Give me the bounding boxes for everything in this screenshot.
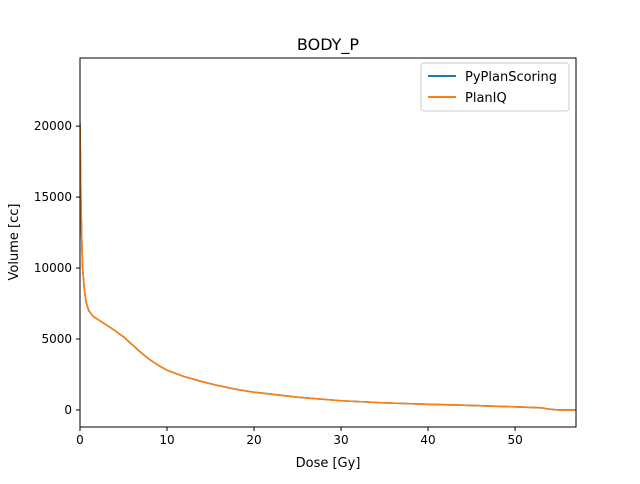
x-axis-label: Dose [Gy] (296, 456, 361, 471)
x-tick-label: 40 (420, 433, 435, 447)
legend: PyPlanScoring PlanIQ (420, 62, 570, 112)
y-tick-label: 5000 (41, 332, 72, 346)
y-tick-label: 0 (64, 403, 72, 417)
legend-label-planiq: PlanIQ (465, 91, 507, 106)
legend-label-pyplanscoring: PyPlanScoring (465, 70, 557, 85)
series-layer (80, 123, 576, 411)
x-tick-label: 10 (159, 433, 174, 447)
series-line-planiq (80, 124, 576, 411)
chart-title: BODY_P (297, 35, 360, 55)
y-tick-label: 10000 (34, 261, 72, 275)
x-tick-label: 50 (507, 433, 522, 447)
y-axis-label: Volume [cc] (7, 204, 22, 281)
x-axis-ticks: 0 10 20 30 40 50 (76, 427, 523, 447)
x-tick-label: 20 (246, 433, 261, 447)
plot-frame (79, 57, 577, 428)
x-tick-label: 0 (76, 433, 84, 447)
y-tick-label: 15000 (34, 190, 72, 204)
y-tick-label: 20000 (34, 119, 72, 133)
legend-box (420, 62, 570, 112)
y-axis-ticks: 0 5000 10000 15000 20000 (34, 119, 80, 417)
x-tick-label: 30 (333, 433, 348, 447)
